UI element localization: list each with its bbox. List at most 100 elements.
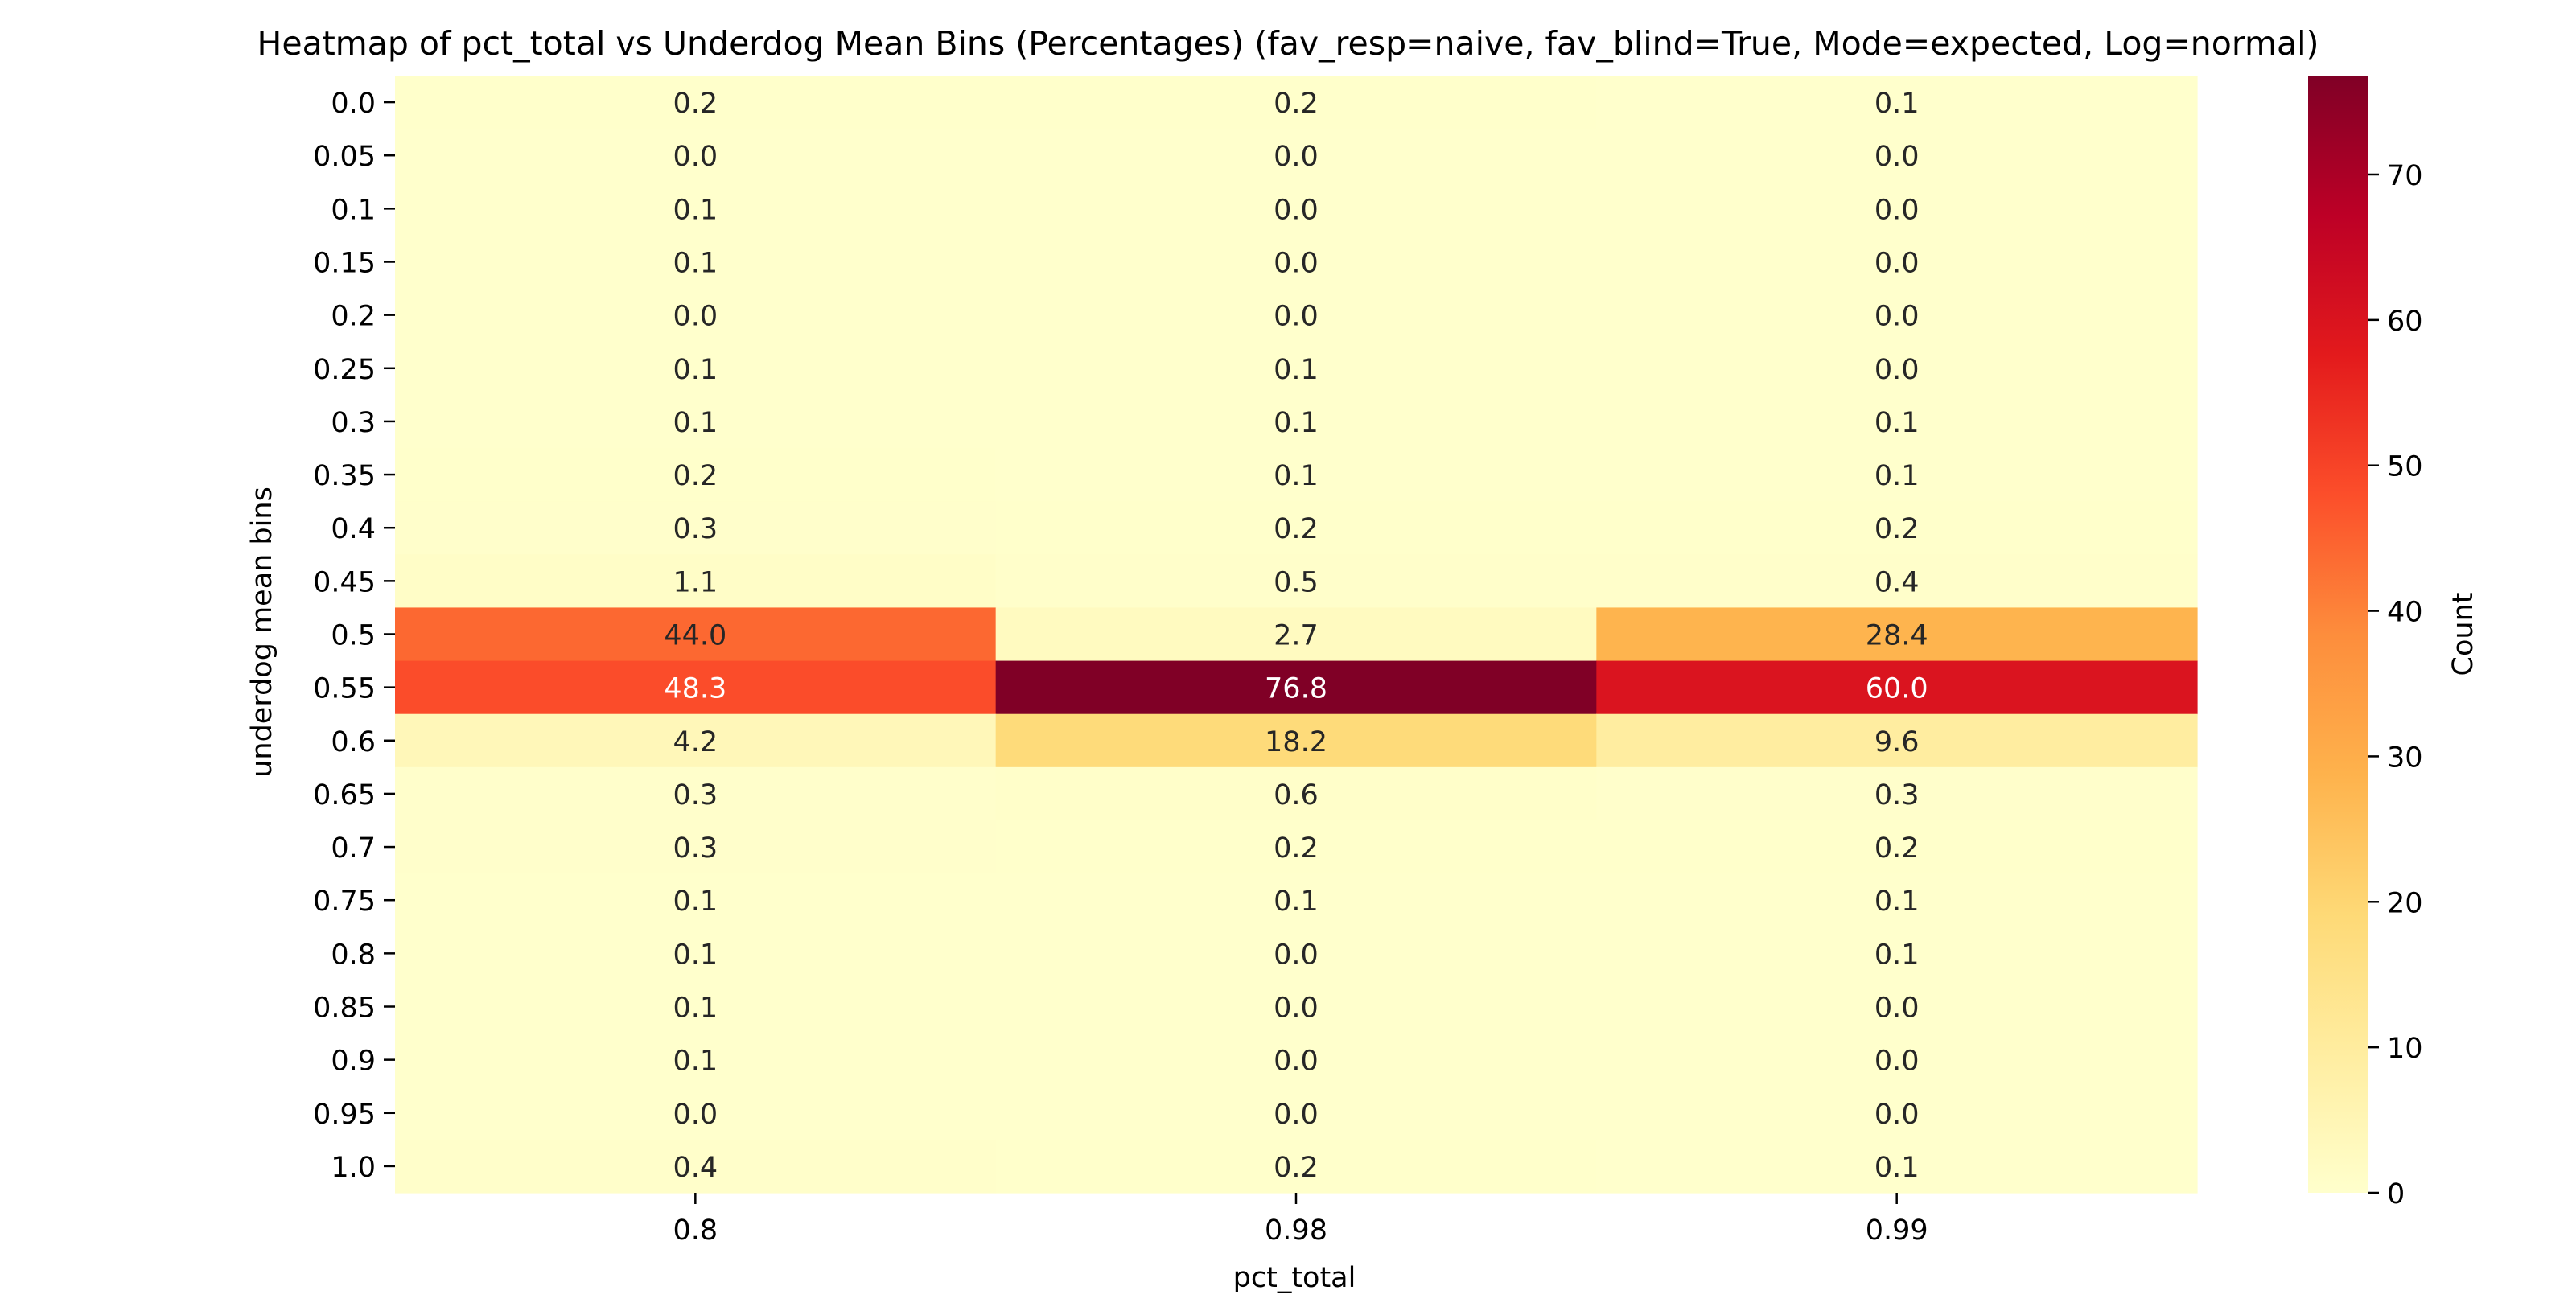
heatmap-cell (395, 235, 997, 290)
heatmap-cell (995, 927, 1597, 981)
cell-value-label: 0.0 (1874, 194, 1920, 226)
y-tick-label: 0.35 (313, 460, 376, 492)
heatmap-cell (1596, 554, 2198, 609)
heatmap-cell (1596, 607, 2198, 662)
heatmap-cell (995, 235, 1597, 290)
cell-value-label: 0.1 (1874, 886, 1920, 918)
heatmap-cell (395, 927, 997, 981)
colorbar-tick-label: 10 (2387, 1033, 2423, 1065)
heatmap-cell (395, 980, 997, 1034)
cell-value-label: 0.2 (673, 88, 718, 120)
heatmap-cell (1596, 1086, 2198, 1140)
colorbar-tick-label: 20 (2387, 887, 2423, 919)
heatmap-cell (995, 448, 1597, 502)
cell-value-label: 0.0 (1874, 248, 1920, 280)
cell-value-label: 0.2 (1874, 513, 1920, 545)
y-tick-label: 0.1 (331, 194, 376, 226)
heatmap-cell (1596, 1033, 2198, 1087)
heatmap-cell (995, 766, 1597, 821)
heatmap-cell (995, 501, 1597, 555)
heatmap-cell (395, 1086, 997, 1140)
y-tick-label: 0.75 (313, 886, 376, 918)
cell-value-label: 0.0 (1874, 1099, 1920, 1131)
colorbar-tick-label: 40 (2387, 597, 2423, 629)
x-axis: 0.8 0.98 0.99 (673, 1193, 1928, 1247)
cell-value-label: 0.0 (1274, 141, 1319, 173)
cell-value-label: 0.1 (673, 992, 718, 1025)
y-tick-label: 1.0 (331, 1152, 376, 1184)
y-tick-label: 0.7 (331, 832, 376, 865)
cell-value-label: 60.0 (1866, 673, 1928, 705)
heatmap-cell (1596, 288, 2198, 343)
heatmap-cell (395, 660, 997, 715)
cell-value-label: 0.1 (1874, 939, 1920, 971)
cell-value-label: 0.1 (1274, 407, 1319, 439)
cell-value-label: 0.3 (673, 832, 718, 865)
cell-value-label: 0.0 (1274, 194, 1319, 226)
cell-value-label: 0.0 (673, 141, 718, 173)
heatmap-cell (995, 660, 1597, 715)
y-tick-label: 0.9 (331, 1046, 376, 1078)
heatmap-cell (995, 76, 1597, 129)
heatmap-cell (995, 182, 1597, 236)
y-tick-label: 0.2 (331, 301, 376, 333)
y-tick-label: 0.8 (331, 939, 376, 971)
cell-value-label: 0.1 (673, 1046, 718, 1078)
cell-value-label: 0.6 (1274, 779, 1319, 812)
colorbar-tick-label: 50 (2387, 451, 2423, 483)
cell-value-label: 0.1 (673, 407, 718, 439)
colorbar-label: Count (2447, 593, 2479, 676)
cell-value-label: 0.0 (673, 301, 718, 333)
cell-value-label: 0.1 (673, 939, 718, 971)
cell-value-label: 0.4 (673, 1152, 718, 1184)
cell-value-label: 0.0 (1874, 301, 1920, 333)
heatmap-cell (395, 288, 997, 343)
y-tick-label: 0.95 (313, 1099, 376, 1131)
cell-value-label: 0.0 (673, 1099, 718, 1131)
heatmap-cell (995, 129, 1597, 183)
cell-value-label: 28.4 (1866, 620, 1928, 652)
heatmap-cell (1596, 394, 2198, 449)
cell-value-label: 0.1 (1274, 886, 1319, 918)
heatmap-cell (395, 341, 997, 396)
cell-value-label: 0.2 (1274, 832, 1319, 865)
cell-value-label: 0.0 (1274, 248, 1319, 280)
cell-value-label: 0.4 (1874, 566, 1920, 598)
heatmap-cell (1596, 129, 2198, 183)
y-tick-label: 0.3 (331, 407, 376, 439)
heatmap-cell (995, 1086, 1597, 1140)
y-tick-label: 0.45 (313, 566, 376, 598)
heatmap-cell (395, 501, 997, 555)
y-axis-label: underdog mean bins (246, 487, 278, 778)
cell-value-label: 76.8 (1265, 673, 1327, 705)
heatmap-cell (1596, 448, 2198, 502)
cell-value-label: 0.1 (1274, 354, 1319, 386)
y-tick-label: 0.15 (313, 248, 376, 280)
cell-value-label: 0.0 (1274, 301, 1319, 333)
heatmap-cell (995, 1033, 1597, 1087)
y-tick-label: 0.0 (331, 88, 376, 120)
chart-title: Heatmap of pct_total vs Underdog Mean Bi… (257, 24, 2319, 63)
heatmap-cell (995, 873, 1597, 927)
x-tick-label: 0.8 (673, 1214, 718, 1247)
heatmap-cell (1596, 820, 2198, 874)
heatmap-cell (1596, 766, 2198, 821)
heatmap-cell (395, 1139, 997, 1194)
heatmap-cell (395, 820, 997, 874)
heatmap-cell (395, 554, 997, 609)
heatmap-cell (395, 873, 997, 927)
heatmap-cell (395, 1033, 997, 1087)
cell-value-label: 0.2 (1274, 88, 1319, 120)
y-tick-label: 0.5 (331, 620, 376, 652)
cell-value-label: 0.1 (1874, 1152, 1920, 1184)
heatmap-cell (995, 820, 1597, 874)
cell-value-label: 0.3 (1874, 779, 1920, 812)
heatmap-cell (1596, 182, 2198, 236)
heatmap-cell (395, 129, 997, 183)
cell-value-label: 48.3 (664, 673, 726, 705)
cell-value-label: 1.1 (673, 566, 718, 598)
cell-value-label: 0.0 (1274, 992, 1319, 1025)
heatmap-cell (1596, 1139, 2198, 1194)
cell-value-label: 2.7 (1274, 620, 1319, 652)
